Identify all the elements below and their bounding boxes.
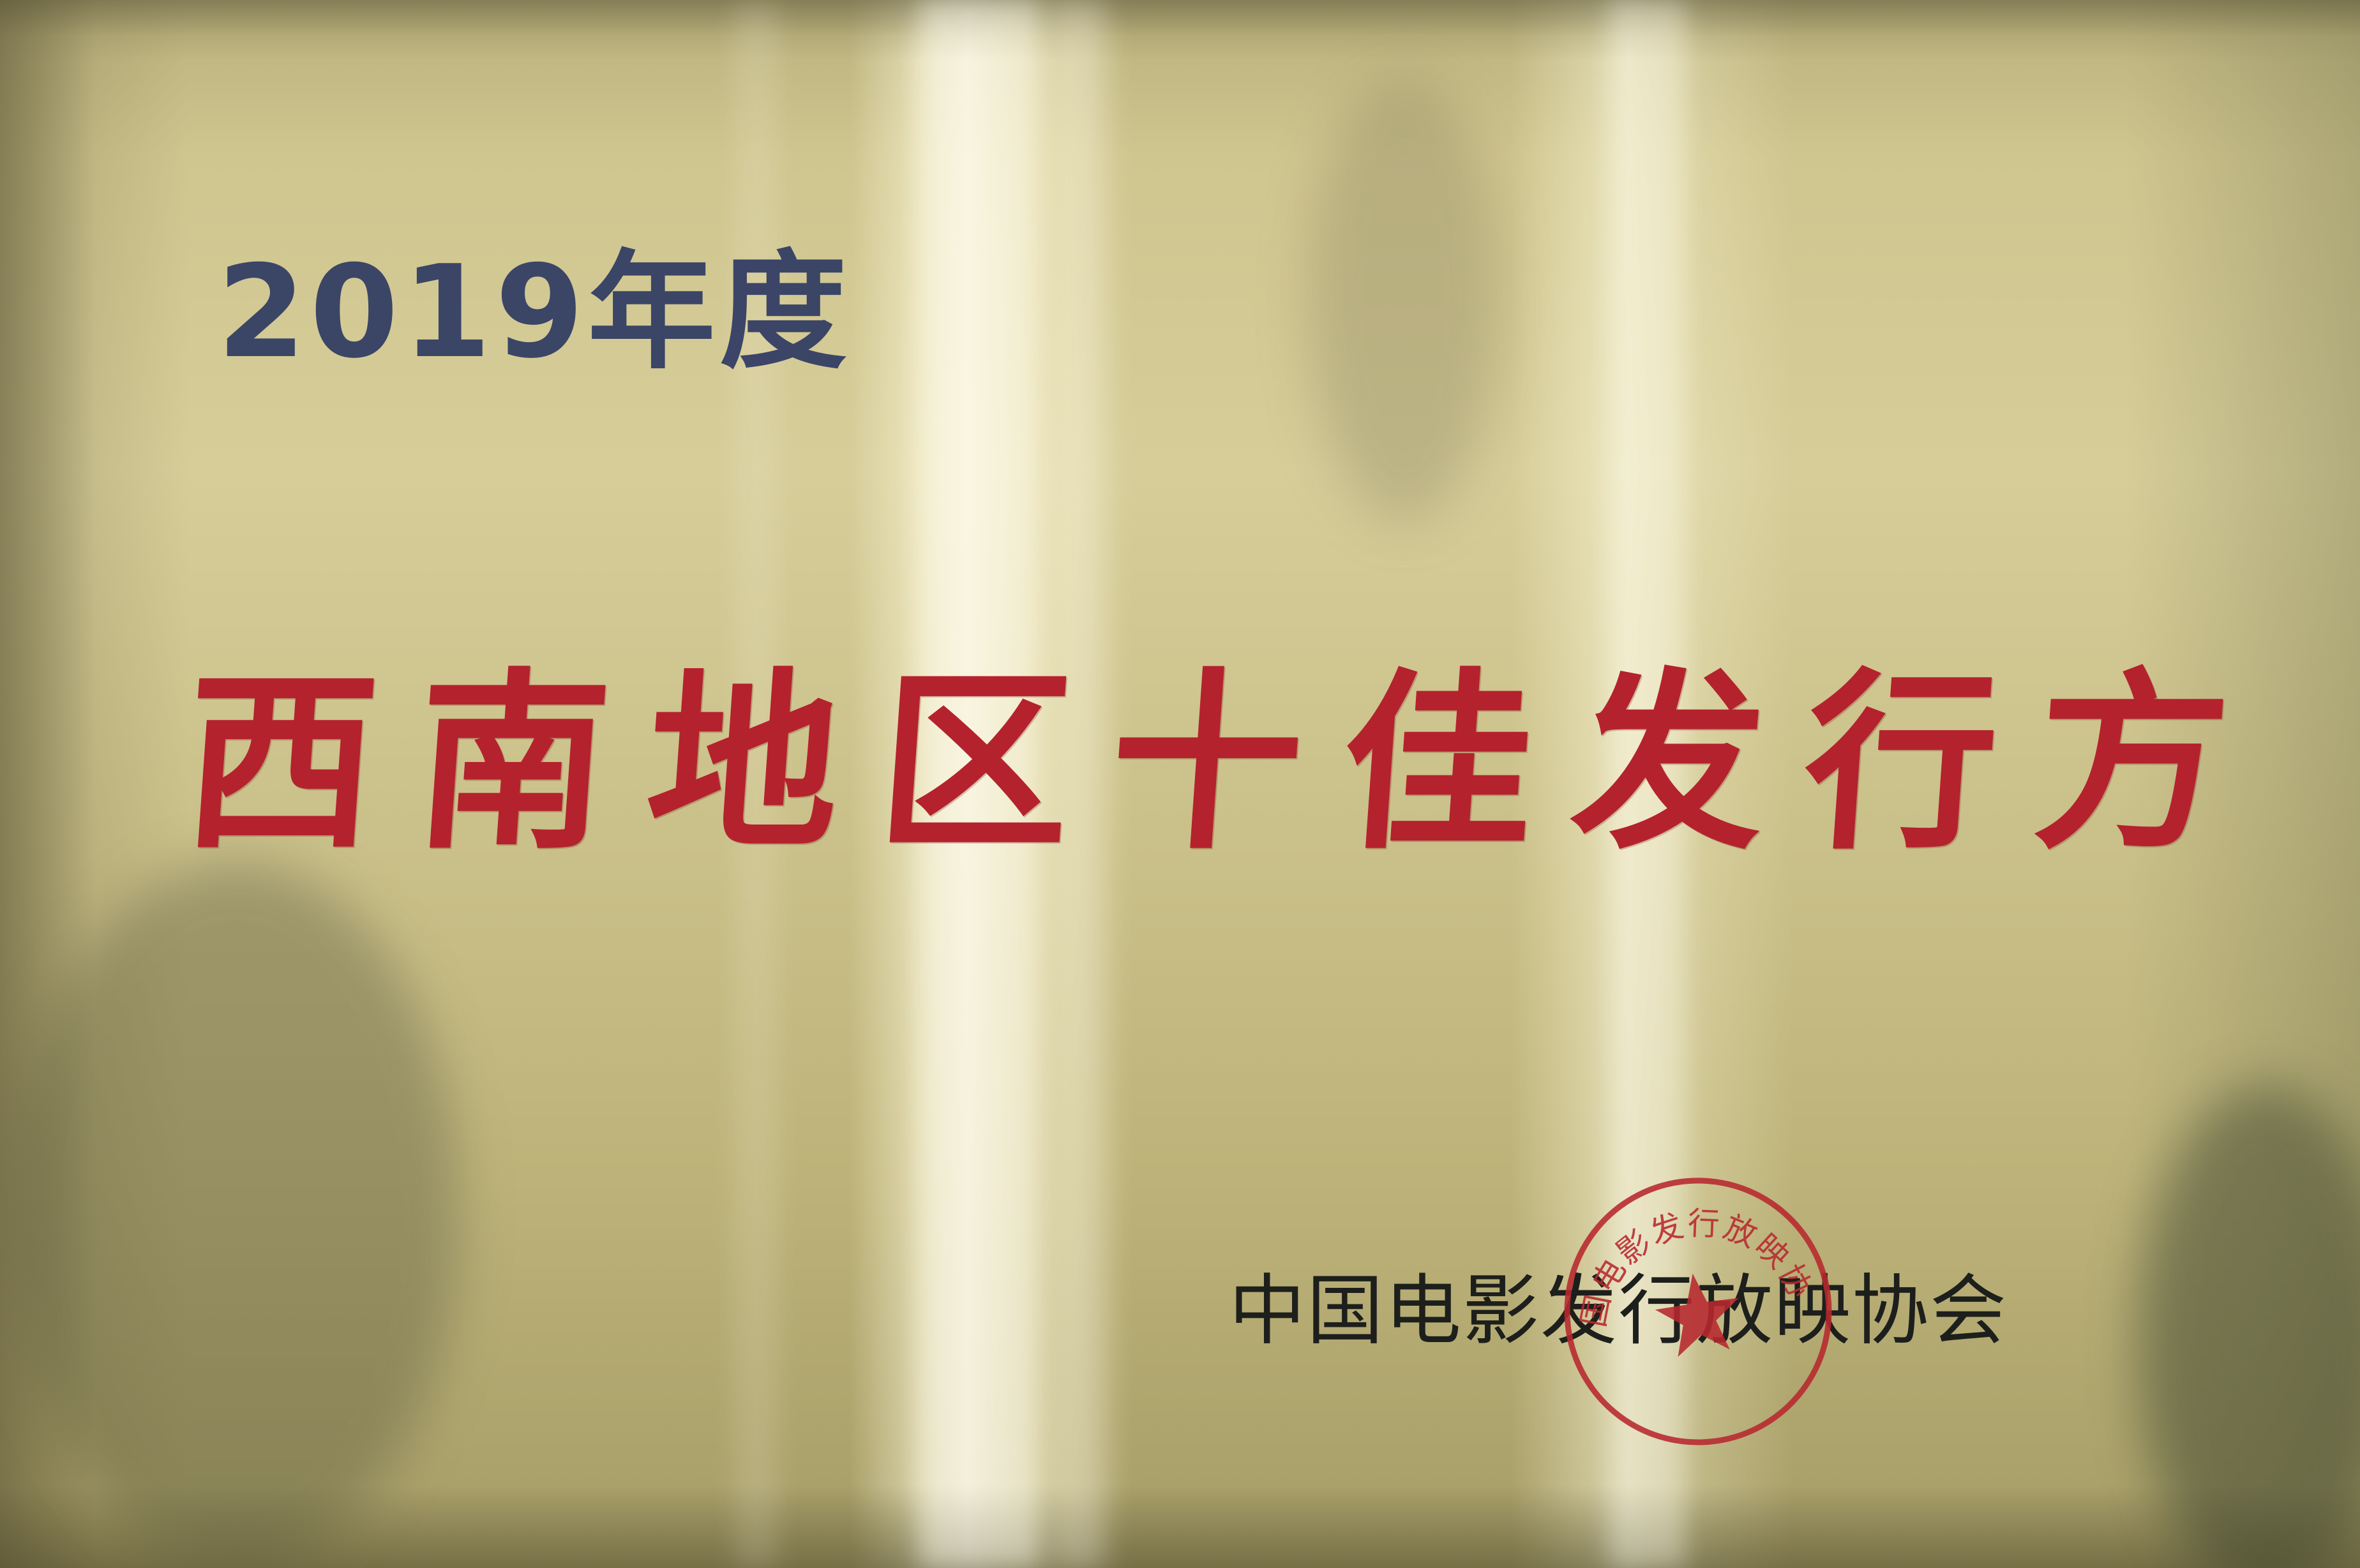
official-seal: 中国电影发行放映协会 <box>1540 1153 1832 1445</box>
light-reflection <box>919 0 1041 1568</box>
award-title-char: 区 <box>871 650 1079 875</box>
plaque-left-edge <box>0 0 96 1568</box>
plaque-top-edge <box>0 0 2360 61</box>
shadow-reflection <box>1309 77 1500 523</box>
award-title-char: 西 <box>177 650 385 875</box>
award-title-char: 方 <box>2028 650 2236 875</box>
light-reflection <box>1053 0 1104 1568</box>
award-title-char: 十 <box>1102 650 1311 875</box>
award-title-char: 南 <box>409 650 616 875</box>
award-title: 西 南 地 区 十 佳 发 行 方 <box>177 650 2236 875</box>
year-title: 2019年度 <box>217 238 851 387</box>
light-reflection <box>734 0 779 1568</box>
award-title-char: 地 <box>640 650 848 875</box>
shadow-reflection <box>13 862 460 1564</box>
light-reflection <box>1609 0 1685 1568</box>
issuer-name: 中国电影发行放映协会 <box>1229 1267 2008 1355</box>
shadow-reflection <box>2138 1085 2360 1568</box>
award-title-char: 佳 <box>1334 650 1542 875</box>
award-title-char: 行 <box>1797 650 2004 875</box>
star-icon <box>1655 1273 1739 1357</box>
plaque-bottom-edge <box>0 1485 2360 1568</box>
award-title-char: 发 <box>1565 650 1773 875</box>
